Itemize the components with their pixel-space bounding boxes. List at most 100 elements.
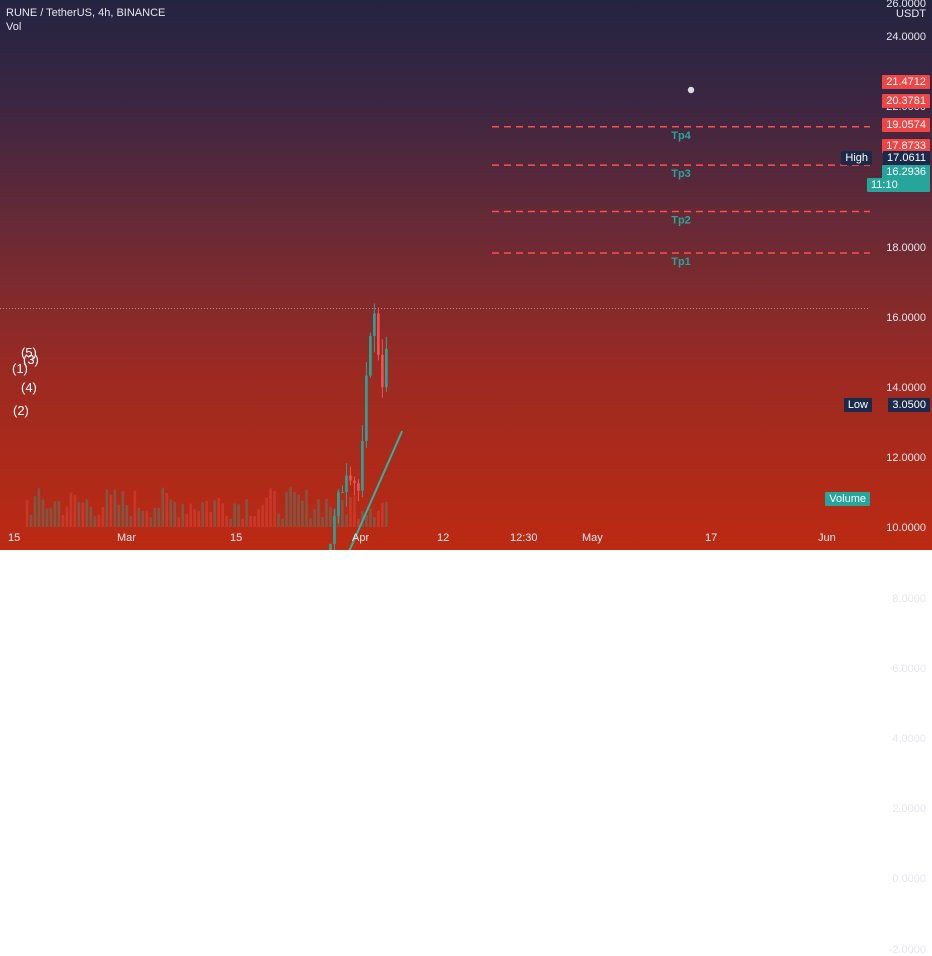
volume-bar bbox=[325, 498, 328, 527]
volume-bar bbox=[69, 492, 73, 527]
tp4-price-tag: 21.4712 bbox=[882, 75, 930, 89]
volume-bar bbox=[229, 518, 232, 527]
volume-bar bbox=[97, 514, 101, 527]
volume-bar bbox=[345, 514, 348, 527]
candle-body bbox=[381, 354, 384, 388]
volume-bar bbox=[205, 500, 208, 527]
volume-bar bbox=[357, 518, 360, 527]
volume-bar bbox=[289, 487, 292, 527]
volume-bar bbox=[33, 496, 37, 527]
volume-bar bbox=[49, 508, 53, 527]
volume-bar bbox=[121, 491, 125, 527]
volume-bar bbox=[197, 511, 200, 527]
high-value-tag: 17.0611 bbox=[883, 151, 930, 165]
volume-bar bbox=[201, 502, 204, 527]
time-tick-label: 12:30 bbox=[510, 532, 538, 544]
volume-indicator-label[interactable]: Vol bbox=[6, 21, 22, 33]
chart-header: RUNE / TetherUS, 4h, BINANCE Vol bbox=[6, 6, 165, 34]
volume-bar bbox=[173, 501, 177, 527]
volume-bar bbox=[233, 503, 236, 527]
volume-bar bbox=[217, 497, 220, 527]
volume-bar bbox=[77, 502, 81, 527]
volume-bar bbox=[369, 508, 372, 527]
cursor-dot-icon bbox=[687, 86, 695, 94]
volume-bar bbox=[53, 501, 57, 527]
price-tick-label: -2.0000 bbox=[888, 943, 926, 956]
volume-bar bbox=[377, 510, 380, 527]
time-tick-label: 15 bbox=[8, 532, 21, 544]
price-tick-label: 14.0000 bbox=[886, 382, 926, 394]
tp2-price-tag: 19.0574 bbox=[882, 118, 930, 132]
low-value-tag: 3.0500 bbox=[888, 398, 930, 412]
volume-bar bbox=[41, 499, 45, 527]
volume-bar bbox=[93, 516, 97, 527]
volume-bar bbox=[145, 511, 149, 527]
volume-bar bbox=[129, 516, 133, 527]
volume-bar bbox=[261, 505, 264, 527]
volume-bar bbox=[301, 500, 304, 527]
candle-body bbox=[349, 475, 352, 481]
volume-bar bbox=[321, 516, 324, 527]
candle-body bbox=[353, 480, 356, 484]
price-chart[interactable]: Tp4 Tp3 Tp2 Tp1 bbox=[0, 0, 932, 550]
time-tick-label: Mar bbox=[117, 532, 136, 544]
tp3-price-tag: 20.3781 bbox=[882, 94, 930, 108]
volume-bar bbox=[269, 488, 272, 527]
volume-bar bbox=[81, 502, 85, 527]
candle-body bbox=[337, 492, 340, 517]
volume-bar bbox=[117, 504, 121, 527]
volume-bar bbox=[153, 507, 157, 527]
volume-bar bbox=[165, 492, 169, 527]
candle-body bbox=[345, 475, 348, 493]
wave-label-4: (4) bbox=[21, 380, 37, 395]
price-tick-label: 10.0000 bbox=[886, 522, 926, 535]
wave-label-2: (2) bbox=[13, 403, 29, 418]
volume-bar bbox=[273, 491, 276, 527]
time-tick-label: 12 bbox=[437, 532, 450, 544]
volume-bar bbox=[225, 516, 228, 527]
wave-label-5: (5) bbox=[21, 345, 37, 360]
volume-bar bbox=[45, 508, 49, 527]
price-tick-label: 16.0000 bbox=[886, 311, 926, 324]
symbol-title[interactable]: RUNE / TetherUS, 4h, BINANCE bbox=[6, 7, 166, 19]
volume-bar bbox=[61, 515, 65, 527]
volume-bar bbox=[101, 506, 105, 527]
volume-bar bbox=[177, 517, 181, 527]
time-tick-label: Apr bbox=[352, 532, 370, 544]
volume-bar bbox=[349, 497, 352, 527]
price-tick-label: 8.0000 bbox=[892, 592, 926, 605]
target-label-tp2: Tp2 bbox=[671, 214, 691, 226]
time-tick-label: 15 bbox=[230, 532, 243, 544]
candle-body bbox=[369, 336, 372, 376]
volume-bar bbox=[133, 490, 137, 527]
volume-bar bbox=[37, 488, 41, 527]
axis-unit-label: USDT bbox=[896, 8, 926, 20]
volume-bar bbox=[149, 517, 153, 527]
volume-bar bbox=[25, 500, 29, 527]
volume-bar bbox=[353, 496, 356, 527]
candle-body bbox=[373, 313, 376, 337]
volume-bar bbox=[285, 492, 288, 527]
volume-bar bbox=[281, 518, 284, 527]
wave-label-1: (1) bbox=[12, 361, 28, 376]
volume-bar bbox=[305, 489, 308, 527]
chart-background bbox=[0, 0, 932, 550]
volume-bar bbox=[189, 503, 193, 527]
candle-body bbox=[341, 492, 344, 494]
volume-bar bbox=[193, 509, 197, 527]
high-label-tag: High bbox=[841, 151, 872, 165]
volume-bar bbox=[253, 516, 256, 527]
volume-tag: Volume bbox=[825, 492, 870, 506]
target-label-tp3: Tp3 bbox=[671, 168, 691, 180]
volume-bar bbox=[277, 513, 280, 527]
price-tick-label: 0.0000 bbox=[892, 873, 926, 886]
volume-bar bbox=[249, 515, 252, 527]
volume-bar bbox=[221, 503, 224, 527]
target-label-tp4: Tp4 bbox=[671, 130, 691, 142]
target-label-tp1: Tp1 bbox=[671, 256, 691, 268]
volume-bar bbox=[137, 507, 141, 527]
volume-bar bbox=[209, 512, 212, 527]
wave-label-3: (3) bbox=[23, 352, 39, 367]
axis-top-label: 26.0000 bbox=[886, 0, 926, 10]
volume-bar bbox=[341, 499, 344, 527]
